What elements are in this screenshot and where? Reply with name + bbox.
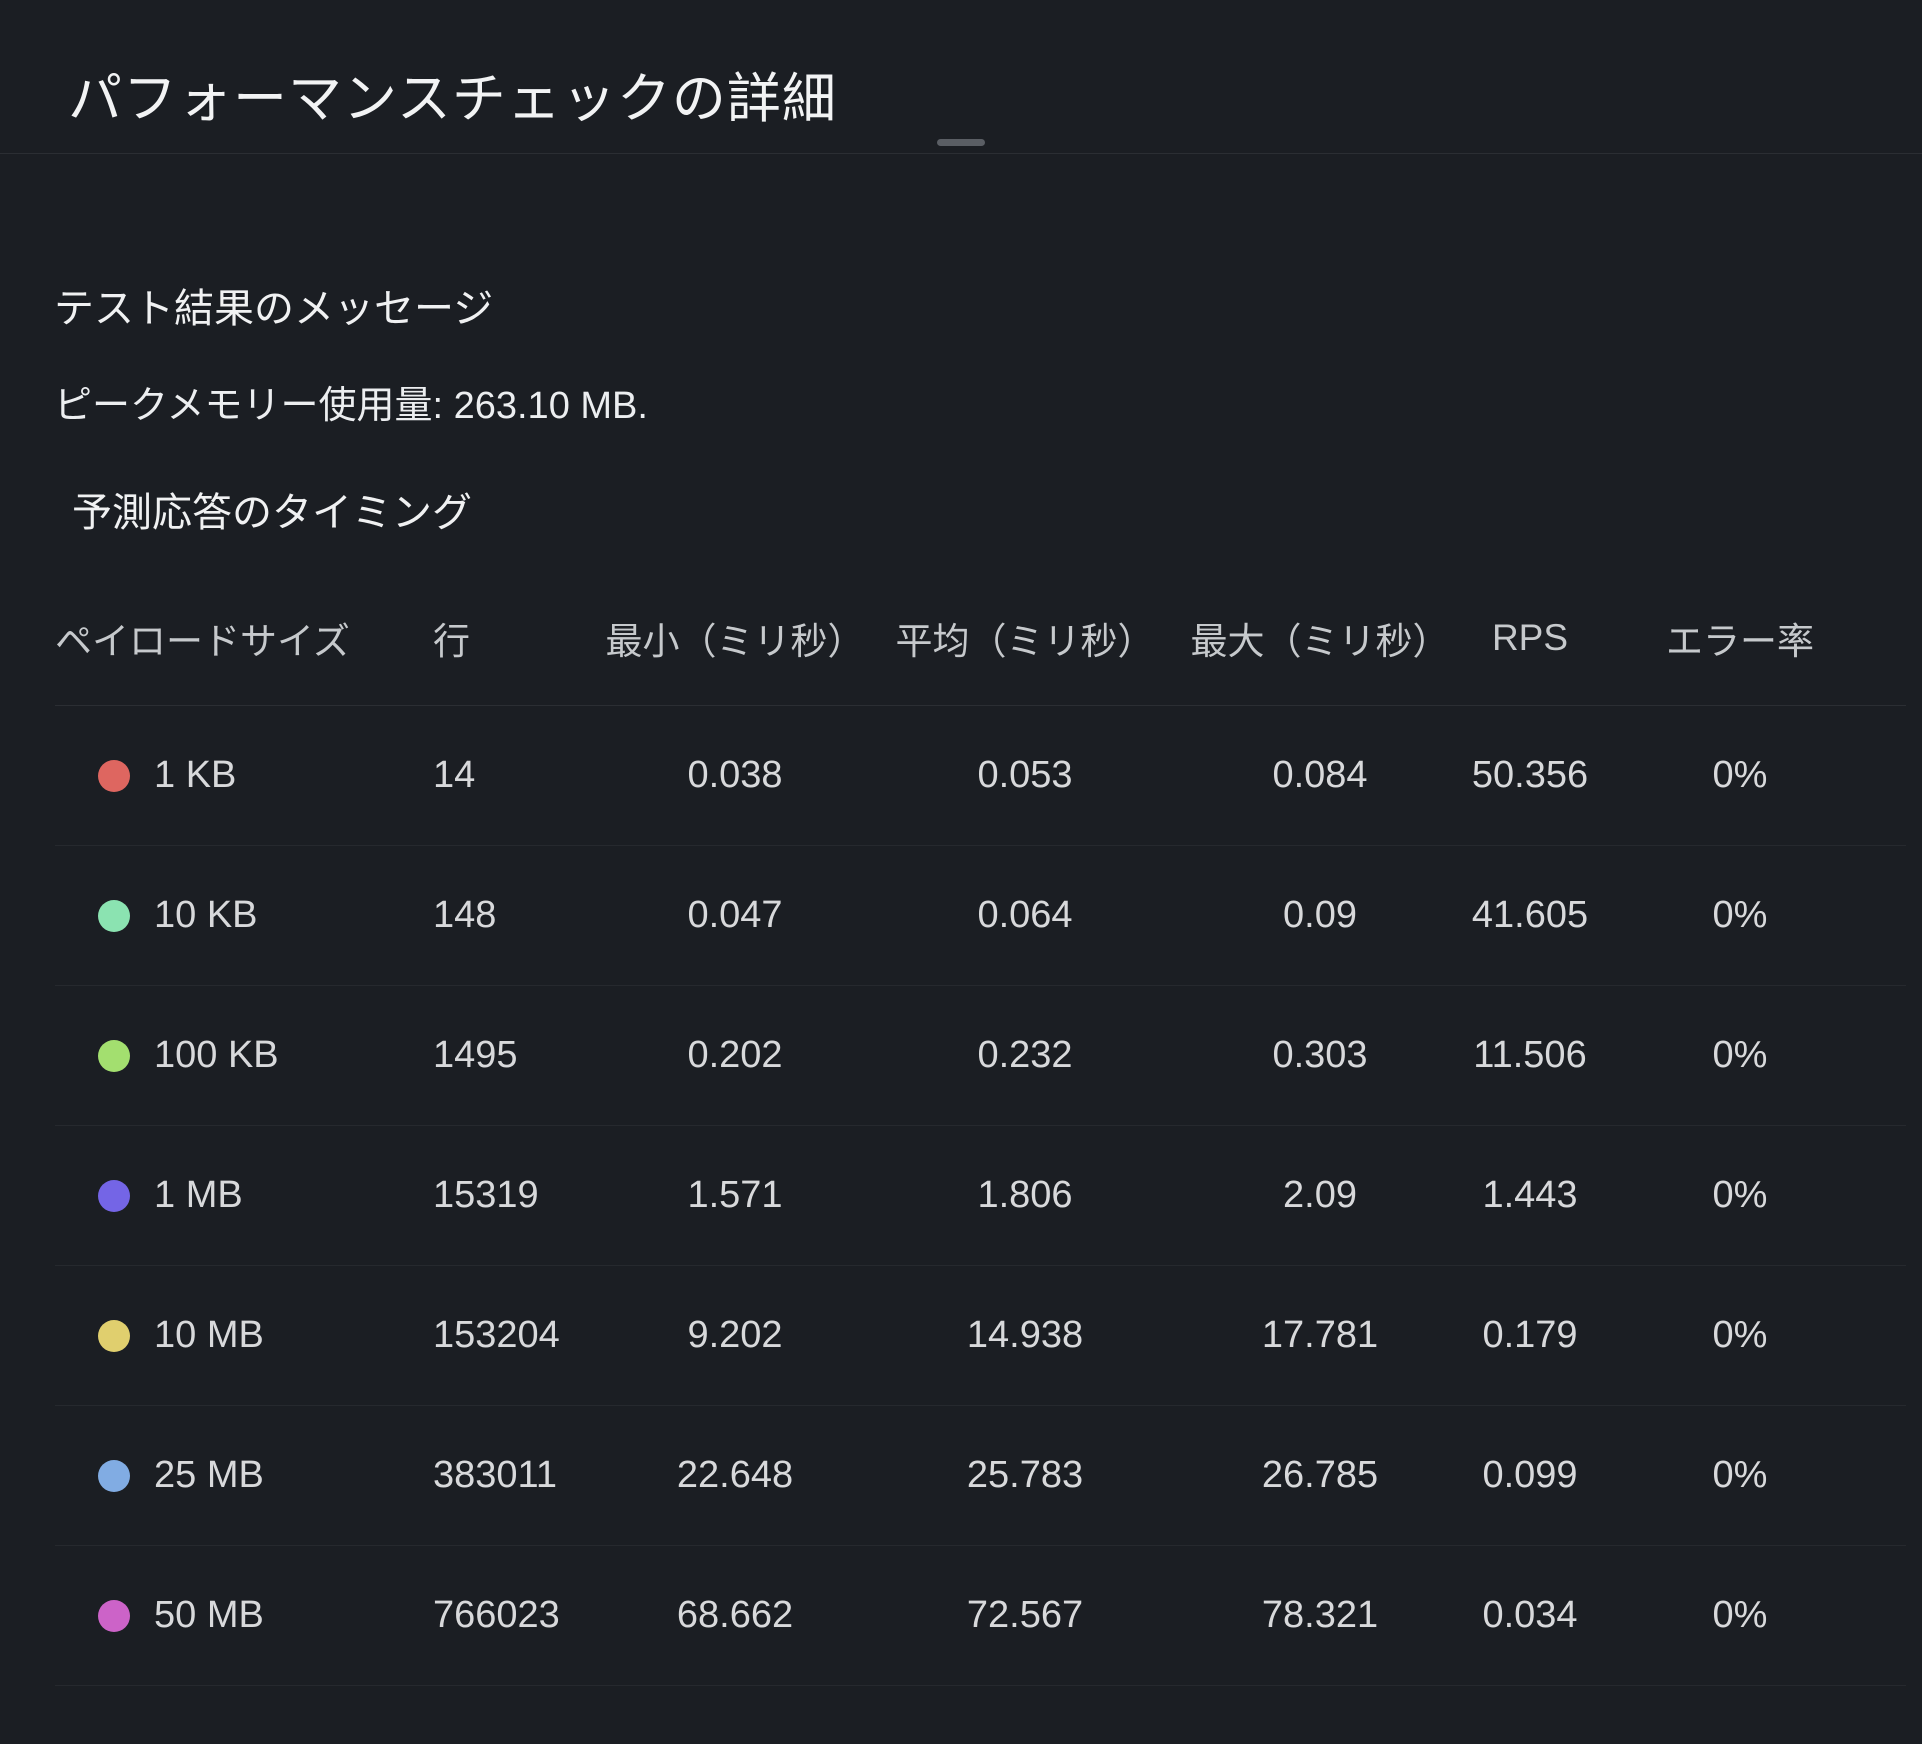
cell-rows: 153204 <box>433 1314 560 1356</box>
payload-cell: 10 MB <box>55 1314 425 1357</box>
payload-cell: 25 MB <box>55 1454 425 1497</box>
table-row: 1 KB 14 0.038 0.053 0.084 50.356 0% <box>55 706 1906 846</box>
cell-rps: 0.099 <box>1482 1454 1578 1496</box>
payload-size-label: 1 MB <box>154 1174 243 1216</box>
cell-rows: 383011 <box>433 1454 557 1496</box>
cell-rps: 0.179 <box>1482 1314 1578 1356</box>
cell-max-ms: 0.084 <box>1272 754 1368 796</box>
cell-min-ms: 9.202 <box>687 1314 783 1356</box>
payload-size-label: 1 KB <box>154 754 237 796</box>
cell-min-ms: 0.038 <box>687 754 783 796</box>
payload-cell: 1 KB <box>55 754 425 797</box>
timing-table-header-row: ペイロードサイズ 行 最小（ミリ秒） 平均（ミリ秒） 最大（ミリ秒） RPS エ… <box>55 570 1906 706</box>
splitter-drag-handle[interactable] <box>937 138 985 146</box>
performance-check-detail-panel: パフォーマンスチェックの詳細 テスト結果のメッセージ ピークメモリー使用量: 2… <box>0 66 1922 1686</box>
cell-avg-ms: 0.232 <box>977 1034 1073 1076</box>
cell-max-ms: 78.321 <box>1261 1594 1379 1636</box>
cell-min-ms: 0.047 <box>687 894 783 936</box>
series-color-dot <box>98 759 130 792</box>
cell-rps: 1.443 <box>1482 1174 1578 1216</box>
table-row: 100 KB 1495 0.202 0.232 0.303 11.506 0% <box>55 986 1906 1126</box>
payload-size-label: 10 KB <box>154 894 258 936</box>
payload-cell: 1 MB <box>55 1174 425 1217</box>
peak-memory-text: ピークメモリー使用量: 263.10 MB. <box>54 384 648 427</box>
payload-size-label: 25 MB <box>154 1454 264 1496</box>
cell-avg-ms: 72.567 <box>966 1594 1084 1636</box>
series-color-dot <box>98 899 130 932</box>
cell-error-rate: 0% <box>1712 1174 1768 1216</box>
column-header-avg-ms[interactable]: 平均（ミリ秒） <box>895 620 1155 662</box>
timing-table: ペイロードサイズ 行 最小（ミリ秒） 平均（ミリ秒） 最大（ミリ秒） RPS エ… <box>55 570 1906 1686</box>
table-row: 1 MB 15319 1.571 1.806 2.09 1.443 0% <box>55 1126 1906 1266</box>
cell-max-ms: 26.785 <box>1261 1454 1379 1496</box>
series-color-dot <box>98 1319 130 1352</box>
cell-max-ms: 0.09 <box>1283 894 1357 936</box>
page-title: パフォーマンスチェックの詳細 <box>68 69 837 129</box>
payload-size-label: 10 MB <box>154 1314 264 1356</box>
cell-error-rate: 0% <box>1712 894 1768 936</box>
table-row: 50 MB 766023 68.662 72.567 78.321 0.034 … <box>55 1546 1906 1686</box>
cell-max-ms: 2.09 <box>1283 1174 1357 1216</box>
cell-rows: 148 <box>433 894 497 936</box>
cell-max-ms: 0.303 <box>1272 1034 1368 1076</box>
title-divider <box>0 138 1922 154</box>
cell-error-rate: 0% <box>1712 754 1768 796</box>
cell-min-ms: 22.648 <box>676 1454 794 1496</box>
column-header-rps[interactable]: RPS <box>1491 616 1569 658</box>
payload-cell: 10 KB <box>55 894 425 937</box>
cell-rows: 15319 <box>433 1174 539 1216</box>
cell-avg-ms: 14.938 <box>966 1314 1084 1356</box>
cell-rows: 1495 <box>433 1034 518 1076</box>
cell-error-rate: 0% <box>1712 1594 1768 1636</box>
cell-rps: 50.356 <box>1471 754 1589 796</box>
payload-cell: 100 KB <box>55 1034 425 1077</box>
column-header-rows[interactable]: 行 <box>433 620 470 662</box>
series-color-dot <box>98 1039 130 1072</box>
cell-rps: 0.034 <box>1482 1594 1578 1636</box>
cell-avg-ms: 0.053 <box>977 754 1073 796</box>
column-header-max-ms[interactable]: 最大（ミリ秒） <box>1190 620 1450 662</box>
cell-error-rate: 0% <box>1712 1454 1768 1496</box>
timing-table-body: 1 KB 14 0.038 0.053 0.084 50.356 0% 10 K… <box>55 706 1906 1686</box>
cell-min-ms: 1.571 <box>687 1174 783 1216</box>
test-result-messages-heading: テスト結果のメッセージ <box>54 286 494 331</box>
table-row: 10 MB 153204 9.202 14.938 17.781 0.179 0… <box>55 1266 1906 1406</box>
series-color-dot <box>98 1599 130 1632</box>
cell-error-rate: 0% <box>1712 1314 1768 1356</box>
payload-size-label: 50 MB <box>154 1594 264 1636</box>
cell-min-ms: 0.202 <box>687 1034 783 1076</box>
payload-cell: 50 MB <box>55 1594 425 1637</box>
cell-rps: 11.506 <box>1473 1034 1587 1076</box>
cell-rows: 766023 <box>433 1594 560 1636</box>
table-row: 10 KB 148 0.047 0.064 0.09 41.605 0% <box>55 846 1906 986</box>
cell-max-ms: 17.781 <box>1261 1314 1379 1356</box>
column-header-payload-size[interactable]: ペイロードサイズ <box>55 620 350 662</box>
cell-rps: 41.605 <box>1471 894 1589 936</box>
series-color-dot <box>98 1179 130 1212</box>
series-color-dot <box>98 1459 130 1492</box>
cell-rows: 14 <box>433 754 476 796</box>
cell-avg-ms: 25.783 <box>966 1454 1084 1496</box>
cell-avg-ms: 0.064 <box>977 894 1073 936</box>
payload-size-label: 100 KB <box>154 1034 279 1076</box>
table-row: 25 MB 383011 22.648 25.783 26.785 0.099 … <box>55 1406 1906 1546</box>
predicted-response-timing-heading: 予測応答のタイミング <box>72 491 472 535</box>
column-header-min-ms[interactable]: 最小（ミリ秒） <box>605 620 865 662</box>
cell-error-rate: 0% <box>1712 1034 1768 1076</box>
cell-min-ms: 68.662 <box>676 1594 794 1636</box>
column-header-error-rate[interactable]: エラー率 <box>1666 620 1814 662</box>
cell-avg-ms: 1.806 <box>977 1174 1073 1216</box>
